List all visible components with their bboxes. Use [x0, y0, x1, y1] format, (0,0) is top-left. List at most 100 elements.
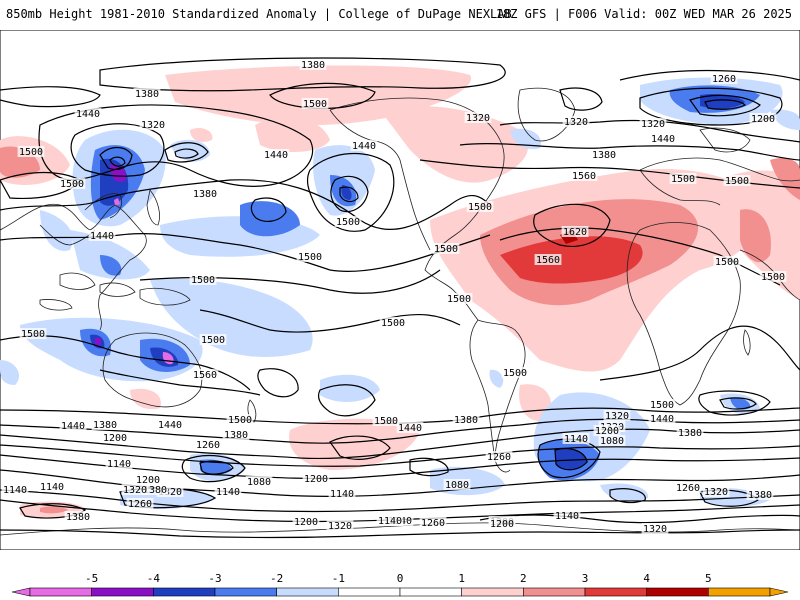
contour-label-bg	[639, 118, 667, 129]
contour-label-bg	[669, 173, 697, 184]
contour-label: 1380	[748, 490, 772, 501]
contour-label-bg	[710, 73, 738, 84]
contour-label-bg	[562, 116, 590, 127]
colorbar: -5 -4 -3 -2 -1 0 1 2 3 4 5	[11, 572, 789, 597]
contour-label: 1440	[158, 420, 182, 431]
contour-label-bg	[222, 429, 250, 440]
contour-label: 1140	[40, 482, 64, 493]
contour-label: 1320	[123, 485, 147, 496]
contour-label-bg	[376, 515, 404, 526]
contour-label-bg	[105, 458, 133, 469]
map-title: 850mb Height 1981-2010 Standardized Anom…	[6, 7, 512, 21]
contour-label-bg	[299, 59, 327, 70]
contour-label: 1380	[592, 150, 616, 161]
contour-label: 1500	[201, 335, 225, 346]
contour-label-bg	[419, 517, 447, 528]
contour-label: 1320	[605, 411, 629, 422]
contour-label-bg	[134, 474, 162, 485]
contour-label: 1260	[128, 499, 152, 510]
contour-label-bg	[292, 516, 320, 527]
contour-label: 1200	[136, 475, 160, 486]
contour-label: 1560	[572, 171, 596, 182]
contour-label-bg	[191, 369, 219, 380]
contour-label: 1500	[725, 176, 749, 187]
contour-label-bg	[189, 274, 217, 285]
contour-label: 1140	[555, 511, 579, 522]
contour-label: 1500	[381, 318, 405, 329]
colorbar-tick-label: 4	[643, 572, 650, 585]
contour-label-bg	[676, 427, 704, 438]
contour-label-bg	[641, 523, 669, 534]
colorbar-cell	[338, 587, 401, 597]
contour-label: 1380	[143, 485, 167, 496]
contour-label: 1440	[352, 141, 376, 152]
contour-label-bg	[432, 243, 460, 254]
contour-label: 1140	[564, 434, 588, 445]
contour-label-bg	[593, 425, 621, 436]
contour-label: 1200	[103, 433, 127, 444]
colorbar-cell	[399, 587, 462, 597]
contour-label: 1140	[3, 485, 27, 496]
contour-label-bg	[121, 484, 149, 495]
contour-label-bg	[649, 133, 677, 144]
contour-label: 1500	[761, 272, 785, 283]
contour-label: 1500	[191, 275, 215, 286]
colorbar-tick-labels: -5 -4 -3 -2 -1 0 1 2 3 4 5	[85, 572, 712, 585]
contour-label-bg	[445, 293, 473, 304]
contour-label-bg	[443, 479, 471, 490]
contour-label-bg	[262, 149, 290, 160]
contour-label: 1380	[66, 512, 90, 523]
contour-label-bg	[501, 367, 529, 378]
contour-label-bg	[396, 422, 424, 433]
contour-label-bg	[749, 113, 777, 124]
contour-label-bg	[126, 498, 154, 509]
contour-label: 1500	[671, 174, 695, 185]
colorbar-cell	[523, 587, 586, 597]
contour-label: 1200	[490, 519, 514, 530]
contour-label: 1440	[76, 109, 100, 120]
contour-label-bg	[488, 518, 516, 529]
contour-label: 1140	[107, 459, 131, 470]
contour-label: 1380	[224, 430, 248, 441]
contour-label-bg	[485, 451, 513, 462]
contour-label: 1500	[503, 368, 527, 379]
contour-label-bg	[156, 486, 184, 497]
contour-label: 1380	[678, 428, 702, 439]
contour-label: 1260	[421, 518, 445, 529]
contour-label: 1500	[715, 257, 739, 268]
colorbar-tick-label: -2	[270, 572, 283, 585]
contour-label: 1320	[641, 119, 665, 130]
contour-label-bg	[194, 439, 222, 450]
contour-label-bg	[713, 256, 741, 267]
contour-label: 1200	[304, 474, 328, 485]
contour-label-bg	[64, 511, 92, 522]
contour-label-bg	[723, 175, 751, 186]
contour-label-bg	[88, 230, 116, 241]
contour-label-bg	[191, 188, 219, 199]
contour-label: 1440	[650, 414, 674, 425]
contour-label: 1320	[328, 521, 352, 532]
contour-label-bg	[139, 119, 167, 130]
contour-label: 1380	[301, 60, 325, 71]
contour-label-bg	[759, 271, 787, 282]
contour-label: 1500	[298, 252, 322, 263]
contour-label: 1560	[536, 255, 560, 266]
contour-label-bg	[296, 251, 324, 262]
contour-label: 1560	[193, 370, 217, 381]
contour-label-bg	[350, 140, 378, 151]
contour-label: 1380	[93, 420, 117, 431]
contour-label-bg	[17, 146, 45, 157]
contour-label: 1500	[374, 416, 398, 427]
contour-label-bg	[141, 484, 169, 495]
contour-label-bg	[302, 473, 330, 484]
contour-label-bg	[674, 482, 702, 493]
colorbar-tick-label: 1	[458, 572, 465, 585]
contour-label-bg	[1, 484, 29, 495]
contour-label: 1440	[264, 150, 288, 161]
contour-label: 1260	[487, 452, 511, 463]
colorbar-tick-label: -4	[147, 572, 161, 585]
colorbar-cell	[708, 587, 771, 597]
contour-label: 1140	[216, 487, 240, 498]
contour-label-bg	[38, 481, 66, 492]
contour-label-bg	[379, 317, 407, 328]
